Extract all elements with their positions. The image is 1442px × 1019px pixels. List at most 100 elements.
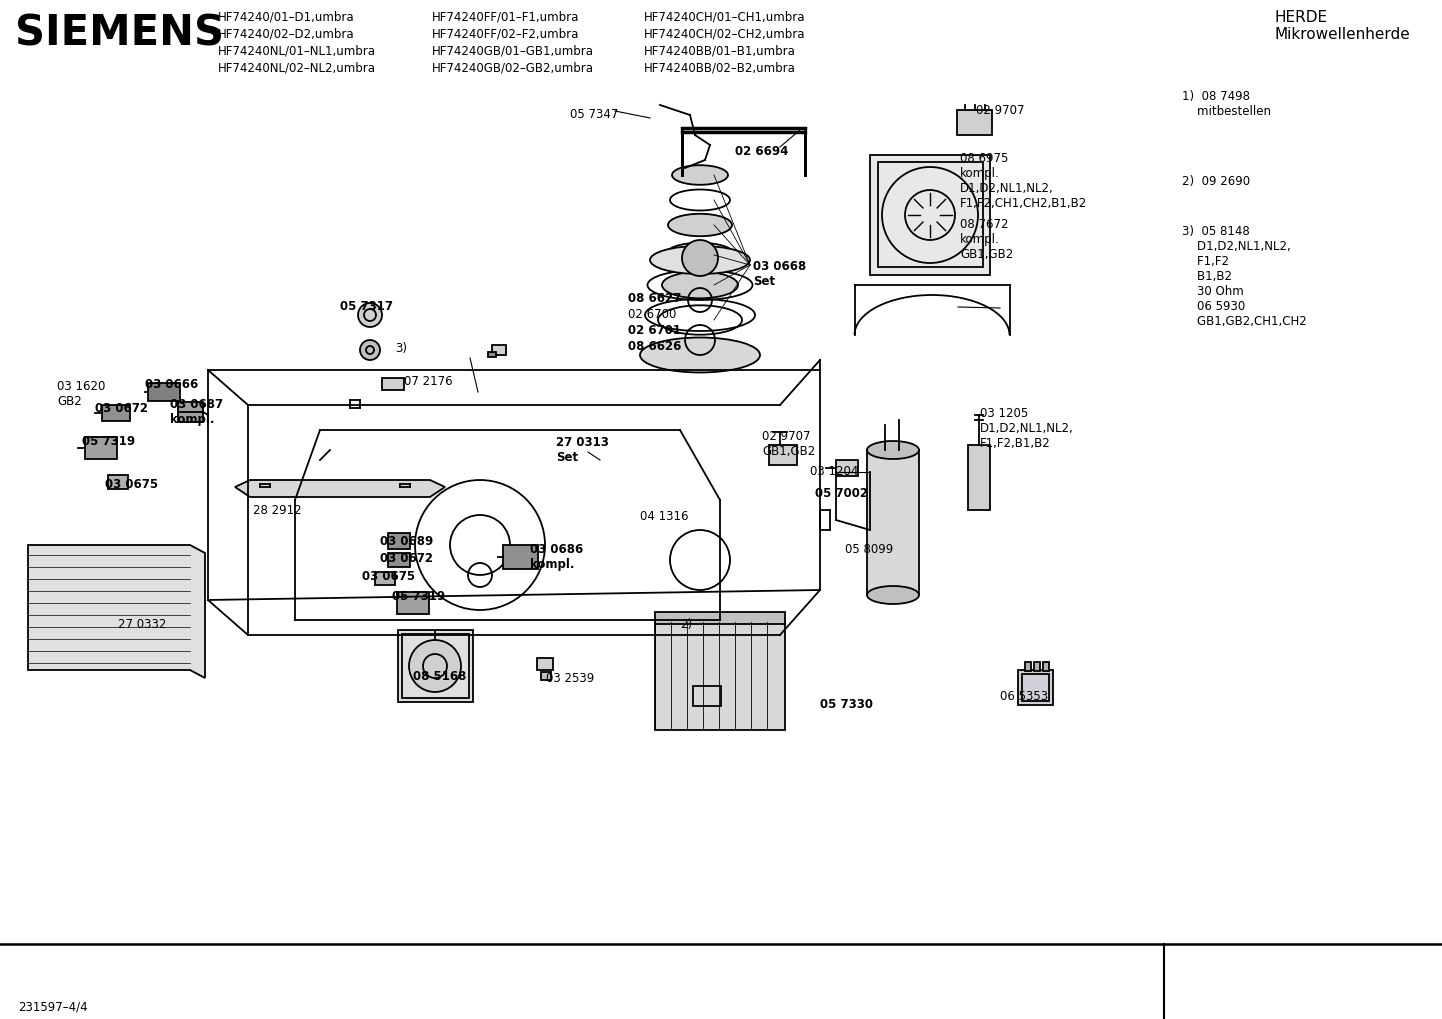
Circle shape xyxy=(358,303,382,327)
Text: F1,F2: F1,F2 xyxy=(1181,255,1229,268)
Text: HF74240CH/02–CH2,umbra: HF74240CH/02–CH2,umbra xyxy=(645,26,806,40)
Text: 07 2176: 07 2176 xyxy=(404,375,453,388)
Text: 3)  05 8148: 3) 05 8148 xyxy=(1181,225,1249,238)
Bar xyxy=(655,620,784,730)
Text: 03 1205: 03 1205 xyxy=(981,407,1028,420)
Text: 05 7330: 05 7330 xyxy=(820,698,872,711)
Text: 03 0672: 03 0672 xyxy=(381,552,433,565)
Text: 05 7319: 05 7319 xyxy=(82,435,136,448)
Text: 06 5353: 06 5353 xyxy=(999,690,1048,703)
Text: GB1,GB2: GB1,GB2 xyxy=(761,445,815,458)
Text: 05 7317: 05 7317 xyxy=(340,300,394,313)
Text: GB1,GB2,CH1,CH2: GB1,GB2,CH1,CH2 xyxy=(1181,315,1306,328)
Text: 02 9707: 02 9707 xyxy=(976,104,1024,117)
Text: HF74240FF/01–F1,umbra: HF74240FF/01–F1,umbra xyxy=(433,10,580,23)
Text: kompl.: kompl. xyxy=(170,413,215,426)
Text: HF74240GB/02–GB2,umbra: HF74240GB/02–GB2,umbra xyxy=(433,61,594,74)
Circle shape xyxy=(410,640,461,692)
Bar xyxy=(382,378,404,390)
Text: 03 1204: 03 1204 xyxy=(810,465,858,478)
Text: 30 Ohm: 30 Ohm xyxy=(1181,285,1243,298)
Text: GB2: GB2 xyxy=(58,395,82,408)
Bar xyxy=(1043,662,1048,671)
Bar xyxy=(1018,671,1053,705)
Text: HF74240CH/01–CH1,umbra: HF74240CH/01–CH1,umbra xyxy=(645,10,806,23)
Text: HF74240NL/01–NL1,umbra: HF74240NL/01–NL1,umbra xyxy=(218,44,376,57)
Ellipse shape xyxy=(662,272,738,299)
Text: 03 0675: 03 0675 xyxy=(362,570,415,583)
Text: HF74240NL/02–NL2,umbra: HF74240NL/02–NL2,umbra xyxy=(218,61,376,74)
Bar xyxy=(541,672,551,680)
Text: 03 0672: 03 0672 xyxy=(95,403,149,415)
Bar xyxy=(492,345,506,355)
Bar xyxy=(375,572,395,585)
Text: 02 6694: 02 6694 xyxy=(735,145,789,158)
Bar xyxy=(102,405,130,421)
Bar xyxy=(867,450,919,595)
Bar xyxy=(769,445,797,465)
Text: 03 0668: 03 0668 xyxy=(753,260,806,273)
Text: 08 7672: 08 7672 xyxy=(960,218,1008,231)
Ellipse shape xyxy=(640,337,760,373)
Text: 27 0332: 27 0332 xyxy=(118,618,166,631)
Text: 02 6700: 02 6700 xyxy=(629,308,676,321)
Text: F1,F2,CH1,CH2,B1,B2: F1,F2,CH1,CH2,B1,B2 xyxy=(960,197,1087,210)
Bar xyxy=(1025,662,1031,671)
Text: Mikrowellenherde: Mikrowellenherde xyxy=(1275,26,1410,42)
Text: D1,D2,NL1,NL2,: D1,D2,NL1,NL2, xyxy=(1181,240,1291,253)
Bar xyxy=(836,460,858,476)
Bar xyxy=(398,630,473,702)
Ellipse shape xyxy=(867,586,919,604)
Text: HF74240GB/01–GB1,umbra: HF74240GB/01–GB1,umbra xyxy=(433,44,594,57)
Text: HF74240FF/02–F2,umbra: HF74240FF/02–F2,umbra xyxy=(433,26,580,40)
Text: 03 0666: 03 0666 xyxy=(146,378,198,391)
Text: 3): 3) xyxy=(395,342,407,355)
Text: F1,F2,B1,B2: F1,F2,B1,B2 xyxy=(981,437,1051,450)
Text: 03 2539: 03 2539 xyxy=(547,672,594,685)
Bar xyxy=(878,162,983,267)
Text: 06 5930: 06 5930 xyxy=(1181,300,1244,313)
Text: D1,D2,NL1,NL2,: D1,D2,NL1,NL2, xyxy=(960,182,1054,195)
Text: 28 2912: 28 2912 xyxy=(252,504,301,517)
Bar xyxy=(1034,662,1040,671)
Text: Set: Set xyxy=(557,451,578,464)
Text: 03 0687: 03 0687 xyxy=(170,398,224,411)
Text: 03 0686: 03 0686 xyxy=(531,543,583,556)
Polygon shape xyxy=(27,545,205,678)
Text: Set: Set xyxy=(753,275,776,288)
Bar xyxy=(149,383,180,401)
Bar xyxy=(1022,674,1048,701)
Text: 04 1316: 04 1316 xyxy=(640,510,688,523)
Bar xyxy=(655,612,784,624)
Bar xyxy=(536,658,552,671)
Text: 08 6975: 08 6975 xyxy=(960,152,1008,165)
Text: HERDE: HERDE xyxy=(1275,10,1328,25)
Text: SIEMENS: SIEMENS xyxy=(14,12,224,54)
Text: B1,B2: B1,B2 xyxy=(1181,270,1231,283)
Bar xyxy=(397,592,430,614)
Text: HF74240/02–D2,umbra: HF74240/02–D2,umbra xyxy=(218,26,355,40)
Bar xyxy=(108,475,128,489)
Text: kompl.: kompl. xyxy=(960,233,999,246)
Text: 08 6627: 08 6627 xyxy=(629,292,681,305)
Bar xyxy=(85,437,117,459)
Text: HF74240BB/02–B2,umbra: HF74240BB/02–B2,umbra xyxy=(645,61,796,74)
Text: HF74240/01–D1,umbra: HF74240/01–D1,umbra xyxy=(218,10,355,23)
Text: 08 6626: 08 6626 xyxy=(629,340,682,353)
Text: 03 0689: 03 0689 xyxy=(381,535,433,548)
Bar xyxy=(177,403,203,422)
Ellipse shape xyxy=(867,441,919,459)
Text: 2): 2) xyxy=(681,618,692,631)
Bar xyxy=(694,686,721,706)
Bar xyxy=(388,553,410,567)
Text: 08 5168: 08 5168 xyxy=(412,671,466,683)
Text: 27 0313: 27 0313 xyxy=(557,436,609,449)
Text: GB1,GB2: GB1,GB2 xyxy=(960,248,1014,261)
Text: 05 7347: 05 7347 xyxy=(570,108,619,121)
Text: HF74240BB/01–B1,umbra: HF74240BB/01–B1,umbra xyxy=(645,44,796,57)
Circle shape xyxy=(360,340,381,360)
Ellipse shape xyxy=(668,214,733,236)
Bar xyxy=(870,155,991,275)
Text: 03 0675: 03 0675 xyxy=(105,478,159,491)
Text: 231597–4/4: 231597–4/4 xyxy=(17,1000,88,1013)
